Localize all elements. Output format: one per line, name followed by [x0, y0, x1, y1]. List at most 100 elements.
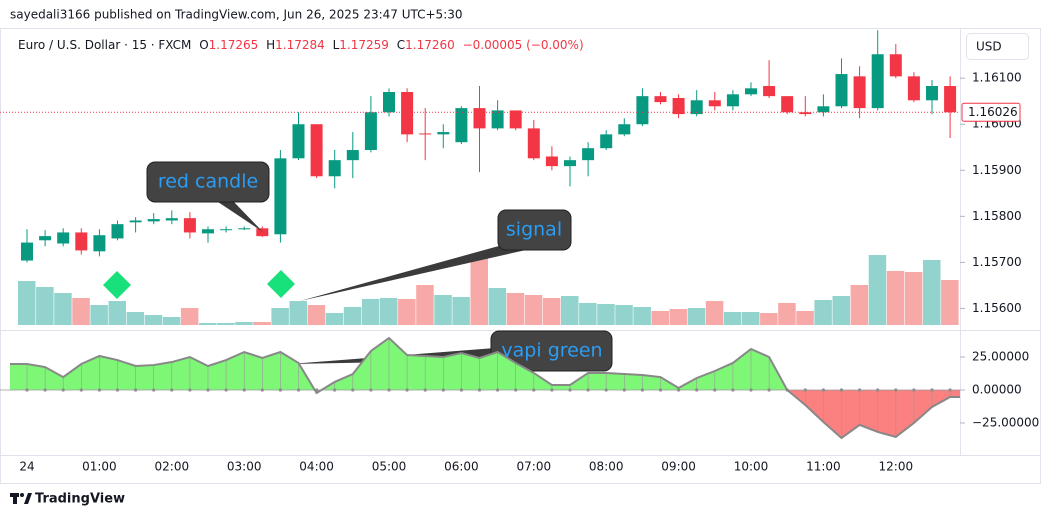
- candle-body: [618, 124, 631, 135]
- y-tick-label: 1.16100: [972, 71, 1022, 85]
- candle-body: [147, 219, 160, 222]
- candle-body: [310, 124, 323, 177]
- y-tick-label: 1.15800: [972, 209, 1022, 223]
- candle-body: [220, 229, 233, 231]
- candle-body: [944, 86, 957, 113]
- candle-body: [582, 148, 595, 161]
- candle-body: [889, 54, 902, 77]
- x-tick-label: 10:00: [734, 460, 769, 474]
- candle-body: [763, 86, 776, 97]
- candle-body: [364, 112, 377, 151]
- x-tick-label: 08:00: [589, 460, 624, 474]
- volume-bar: [18, 281, 36, 325]
- volume-bar: [452, 297, 470, 325]
- volume-bar: [271, 308, 289, 325]
- c-value: 1.17260: [405, 38, 455, 52]
- o-label: O: [199, 38, 208, 52]
- volume-bar: [488, 288, 507, 325]
- candle-body: [202, 229, 214, 234]
- volume-bar: [633, 307, 651, 325]
- y-tick-label: 0.00000: [972, 382, 1022, 396]
- candle-body: [346, 150, 359, 161]
- l-value: 1.17259: [339, 38, 389, 52]
- candle-body: [183, 218, 196, 233]
- volume-bar: [325, 313, 344, 325]
- callout-text: signal: [506, 219, 562, 241]
- volume-bar: [778, 303, 796, 325]
- volume-bar: [868, 255, 887, 325]
- y-tick-label: −25.00000: [972, 415, 1039, 429]
- volume-bar: [561, 296, 579, 325]
- candle-body: [491, 110, 504, 129]
- candle-body: [93, 235, 106, 252]
- candle-body: [21, 242, 33, 261]
- currency-button[interactable]: [966, 33, 1029, 60]
- candle-body: [600, 134, 613, 149]
- x-tick-label: 11:00: [806, 460, 841, 474]
- candle-body: [455, 108, 468, 143]
- h-value: 1.17284: [275, 38, 325, 52]
- volume-bar: [814, 300, 832, 325]
- x-tick-label: 05:00: [372, 460, 407, 474]
- candle-body: [129, 220, 142, 223]
- candle-body: [817, 106, 830, 113]
- candle-body: [509, 110, 522, 129]
- volume-bar: [542, 298, 561, 325]
- volume-bar: [850, 285, 869, 325]
- candle-body: [799, 112, 812, 115]
- candle-body: [636, 96, 649, 125]
- volume-bar: [72, 298, 90, 325]
- candle-body: [726, 94, 739, 107]
- candle-body: [527, 128, 540, 159]
- published-line: sayedali3166 published on TradingView.co…: [10, 8, 463, 22]
- candle-body: [926, 86, 938, 101]
- candle-body: [57, 232, 70, 244]
- candle-body: [256, 228, 269, 237]
- volume-bar: [904, 272, 923, 325]
- volume-bar: [651, 311, 669, 325]
- volume-bar: [941, 280, 959, 325]
- volume-bar: [597, 304, 615, 325]
- candle-body: [274, 158, 287, 235]
- candle-body: [437, 132, 450, 135]
- candle-body: [907, 76, 920, 101]
- volume-bar: [705, 301, 724, 325]
- volume-bar: [669, 309, 688, 325]
- volume-bar: [398, 299, 416, 325]
- volume-bar: [579, 303, 597, 325]
- callout-pointer: [300, 244, 526, 301]
- callout-text: vapi green: [501, 340, 602, 362]
- volume-bar: [126, 312, 145, 325]
- candle-body: [39, 236, 52, 241]
- chart-frame: [0, 28, 1041, 484]
- candle-body: [564, 160, 576, 167]
- volume-bar: [307, 305, 326, 325]
- candle-body: [238, 228, 251, 230]
- volume-bar: [742, 312, 760, 325]
- brand: TradingView: [35, 492, 125, 507]
- candle-body: [292, 124, 305, 159]
- volume-bar: [470, 258, 488, 325]
- currency-label: USD: [976, 40, 1002, 54]
- l-label: L: [333, 38, 340, 52]
- y-tick-label: 1.15600: [972, 301, 1022, 315]
- signal-diamond: [103, 271, 131, 299]
- candle-body: [111, 224, 124, 239]
- volume-bar: [361, 299, 380, 325]
- negative-area: [314, 389, 960, 438]
- volume-bar: [886, 271, 905, 325]
- x-tick-label: 07:00: [517, 460, 552, 474]
- callout-box: [490, 330, 613, 372]
- callout-box: [497, 209, 572, 251]
- candle-body: [835, 74, 848, 107]
- candle-body: [654, 96, 667, 103]
- candle-body: [383, 92, 395, 113]
- x-tick-label: 06:00: [444, 460, 479, 474]
- volume-bar: [615, 305, 633, 325]
- callout-box: [146, 161, 270, 203]
- volume-bar: [162, 317, 181, 325]
- signal-diamond: [267, 270, 295, 298]
- volume-bar: [380, 298, 398, 325]
- volume-bar: [760, 313, 778, 325]
